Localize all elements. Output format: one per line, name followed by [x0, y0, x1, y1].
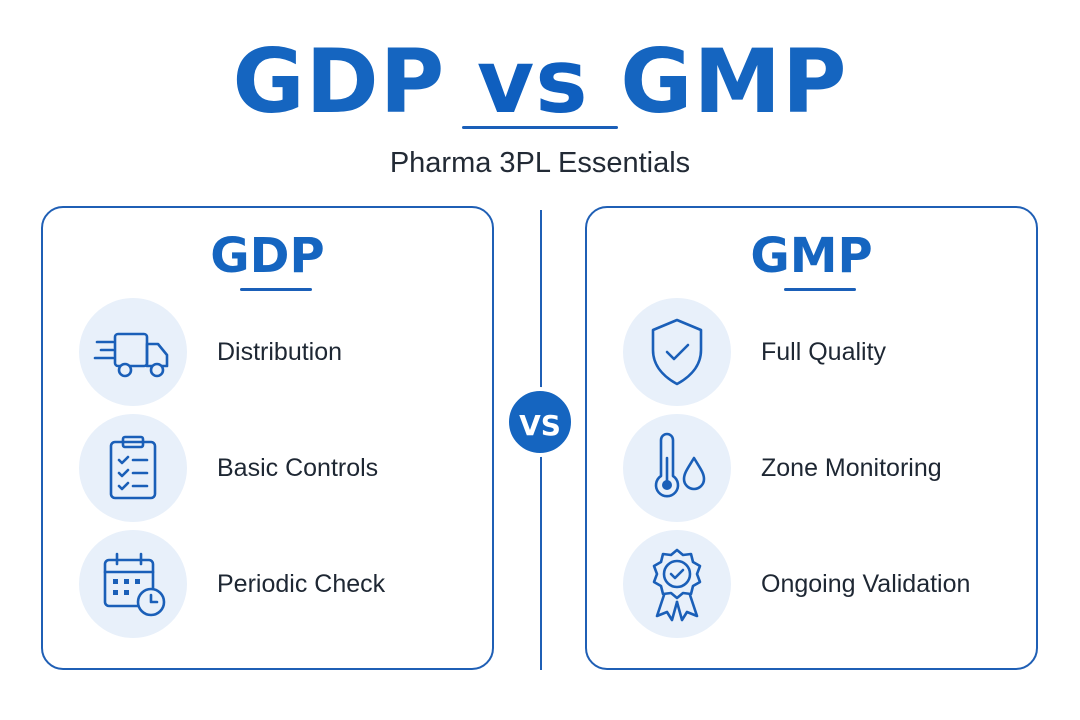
- subtitle: Pharma 3PL Essentials: [389, 147, 691, 179]
- gmp-item-full-quality: Full Quality: [623, 298, 1013, 406]
- main-title: GDP vs GMP: [0, 34, 1080, 130]
- gdp-panel: GDP Distribution: [41, 206, 494, 670]
- gmp-panel: GMP Full Quality Zone Monitoring: [585, 206, 1038, 670]
- gmp-heading-underline: [784, 288, 856, 291]
- title-vs: vs: [476, 30, 589, 133]
- award-badge-icon: [623, 530, 731, 638]
- vs-badge: VS: [505, 387, 575, 457]
- calendar-clock-icon: [79, 530, 187, 638]
- shield-check-icon: [623, 298, 731, 406]
- gdp-item-basic-controls: Basic Controls: [79, 414, 469, 522]
- gdp-item-distribution: Distribution: [79, 298, 469, 406]
- gdp-item-label: Basic Controls: [217, 454, 379, 482]
- gdp-item-periodic-check: Periodic Check: [79, 530, 469, 638]
- gmp-item-label: Full Quality: [761, 338, 887, 366]
- gmp-item-label: Zone Monitoring: [761, 454, 942, 482]
- gmp-item-label: Ongoing Validation: [761, 570, 971, 598]
- gdp-heading: GDP: [210, 228, 325, 284]
- gdp-item-label: Distribution: [217, 338, 343, 366]
- title-gmp: GMP: [620, 30, 848, 133]
- gmp-item-zone-monitoring: Zone Monitoring: [623, 414, 1013, 522]
- gdp-heading-underline: [240, 288, 312, 291]
- thermometer-droplet-icon: [623, 414, 731, 522]
- gmp-heading: GMP: [750, 228, 873, 284]
- title-underline: [462, 126, 618, 129]
- clipboard-checklist-icon: [79, 414, 187, 522]
- truck-icon: [79, 298, 187, 406]
- title-gdp: GDP: [232, 30, 446, 133]
- gdp-item-label: Periodic Check: [217, 570, 386, 598]
- gmp-item-ongoing-validation: Ongoing Validation: [623, 530, 1013, 638]
